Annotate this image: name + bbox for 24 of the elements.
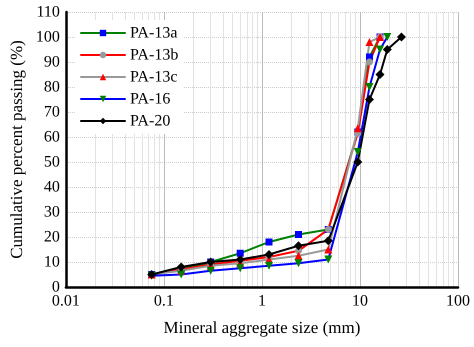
y-tick-label: 80	[44, 78, 60, 96]
x-axis-title: Mineral aggregate size (mm)	[164, 318, 360, 337]
y-tick-label: 110	[36, 4, 60, 20]
legend-label: PA-13a	[130, 24, 178, 42]
y-tick-label: 0	[52, 278, 60, 296]
y-tick-label: 40	[44, 178, 60, 196]
x-tick-label: 1	[258, 292, 266, 310]
x-tick-label: 0.01	[52, 292, 80, 310]
y-tick-label: 70	[44, 104, 60, 120]
y-axis-title: Cumulative percent passing (%)	[7, 40, 26, 259]
x-tick-label: 10	[352, 292, 368, 310]
y-tick-label: 90	[44, 54, 60, 70]
legend-label: PA-20	[130, 112, 170, 130]
legend-label: PA-16	[130, 90, 170, 108]
x-tick-label: 0.1	[154, 292, 174, 310]
y-tick-label: 10	[44, 254, 60, 270]
y-tick-label: 100	[36, 28, 60, 46]
legend-label: PA-13c	[130, 68, 178, 86]
legend-label: PA-13b	[130, 46, 178, 64]
y-tick-label: 20	[44, 228, 60, 246]
y-tick-label: 30	[44, 204, 60, 220]
x-tick-label: 100	[446, 292, 470, 310]
y-tick-label: 60	[44, 128, 60, 146]
y-tick-label: 50	[44, 154, 60, 170]
